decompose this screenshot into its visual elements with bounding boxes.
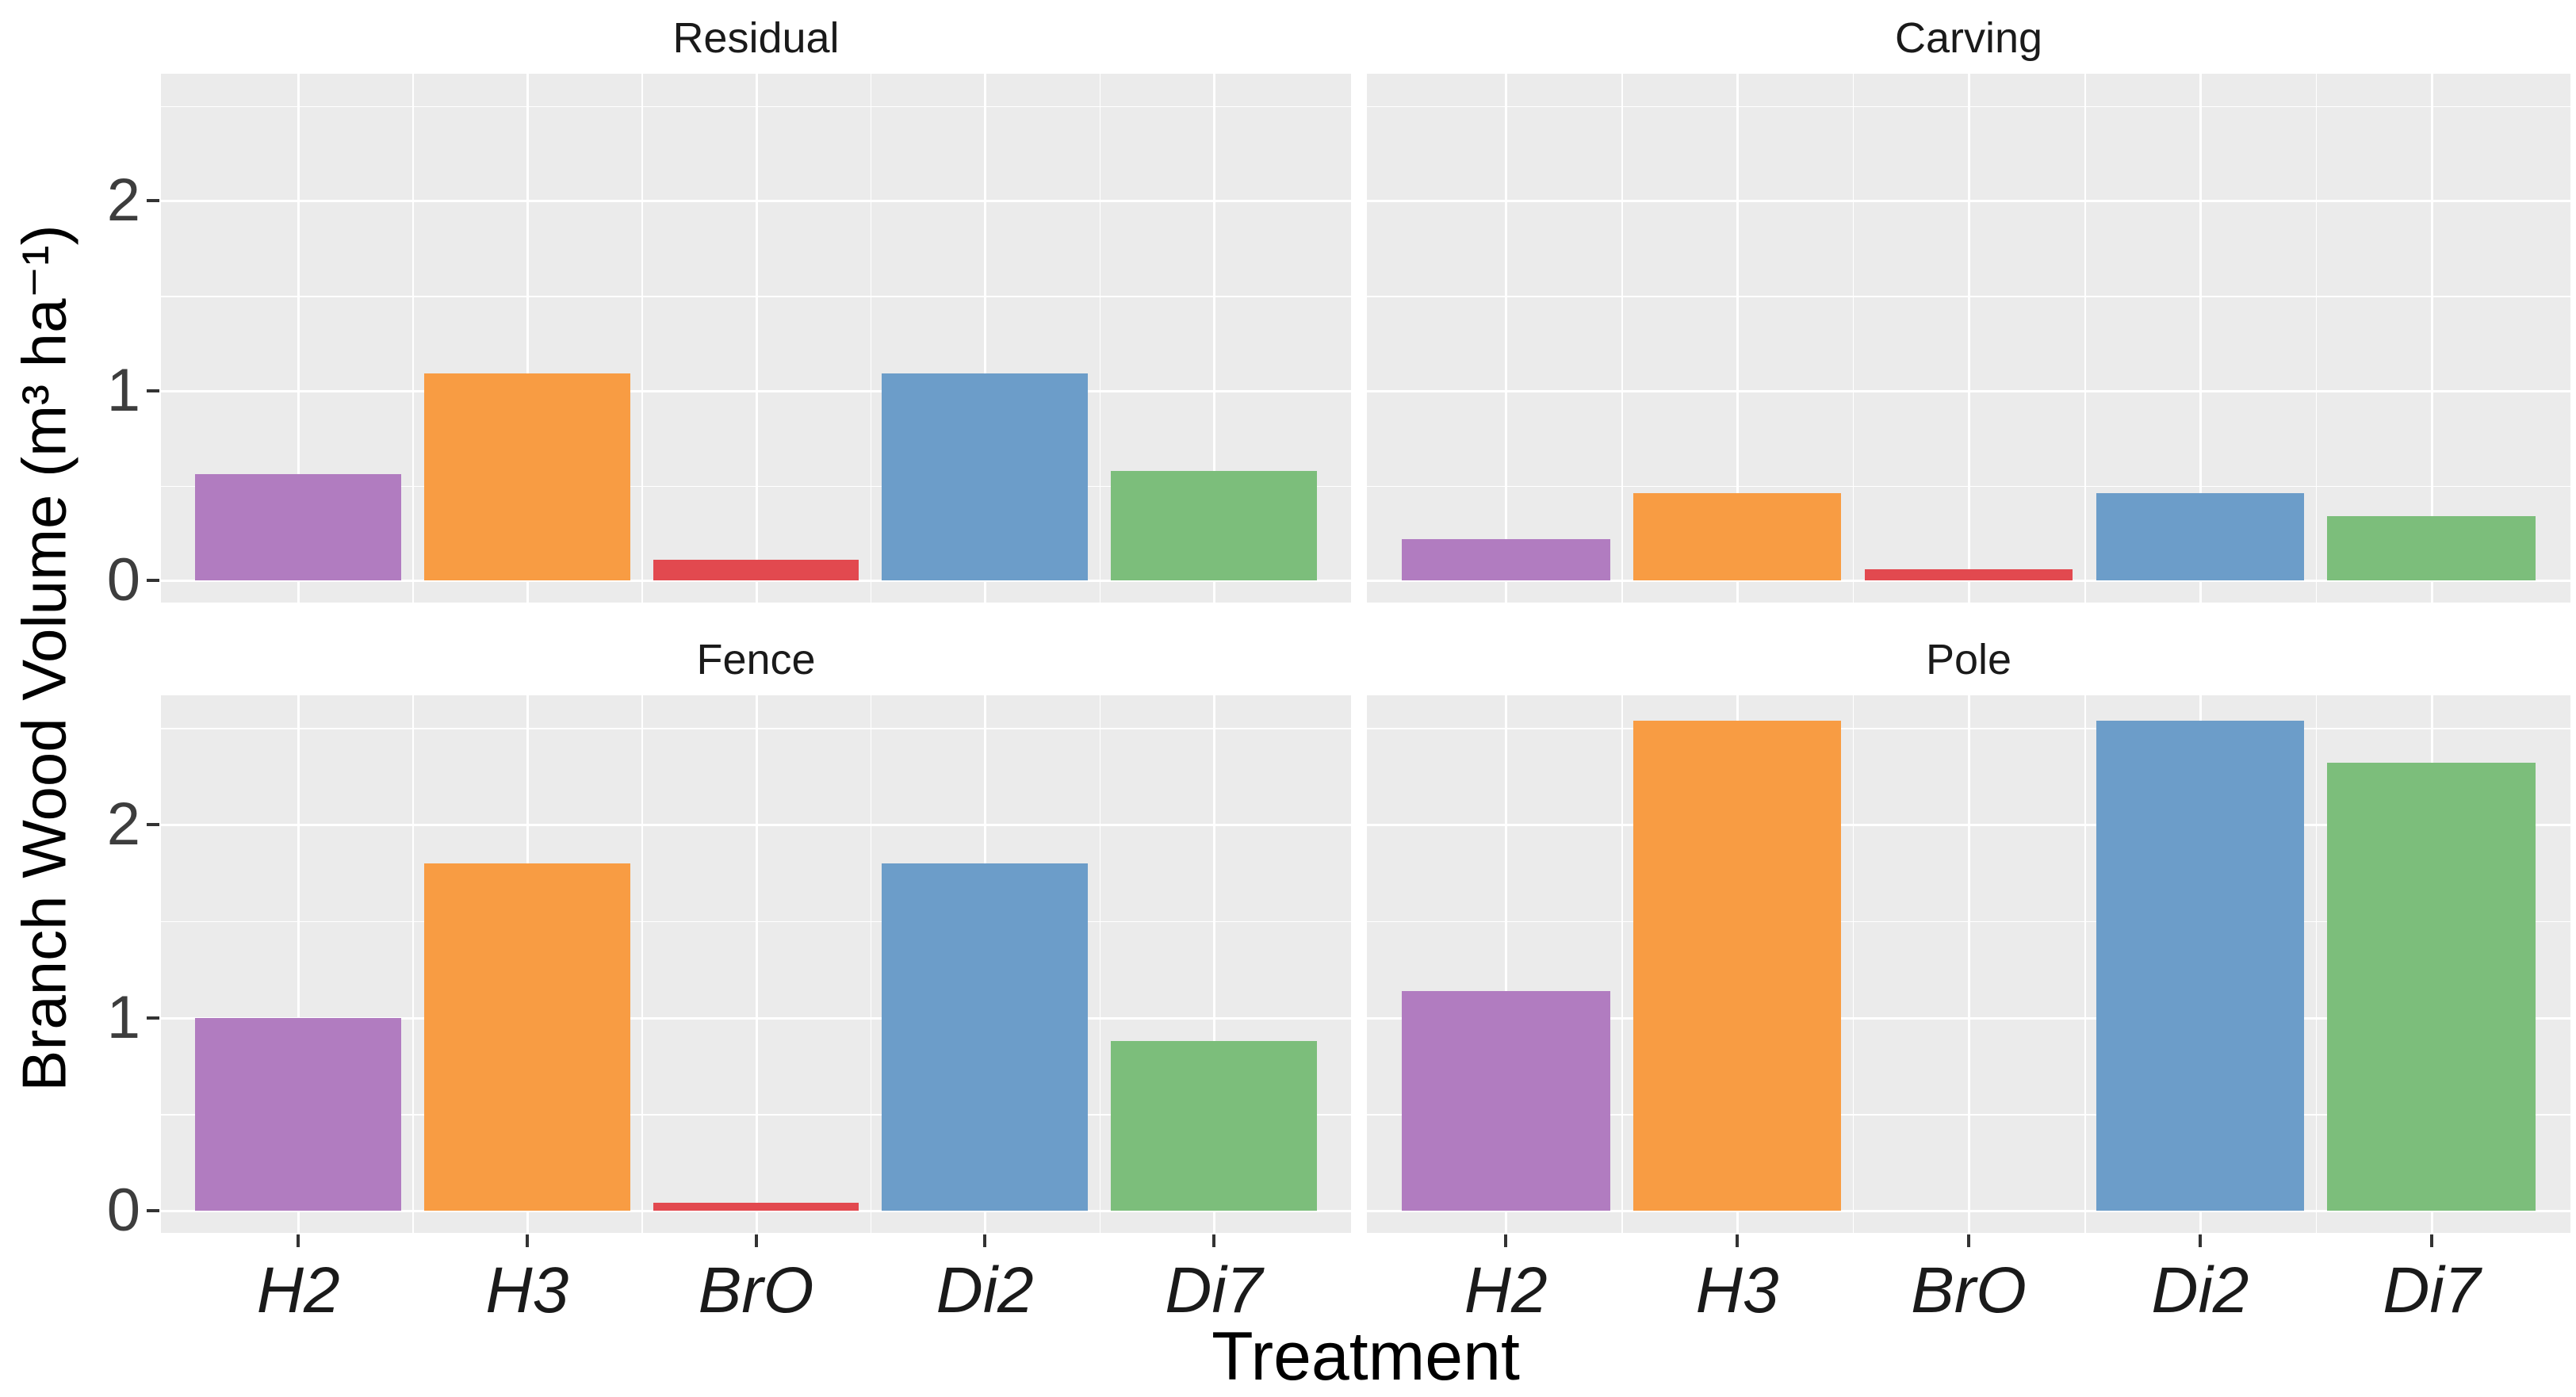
x-tick-label-bro: BrO: [1911, 1254, 2027, 1326]
bar-fence-di2: [882, 863, 1089, 1211]
x-tick-label-h3: H3: [485, 1254, 569, 1326]
gridline-major: [755, 74, 758, 603]
bar-pole-di2: [2096, 720, 2305, 1211]
gridline-minor: [870, 695, 872, 1233]
bar-pole-h3: [1632, 720, 1842, 1211]
bar-residual-h2: [195, 474, 402, 581]
bar-carving-h2: [1401, 538, 1610, 581]
x-tick-mark: [983, 1234, 987, 1247]
y-tick-mark: [147, 388, 159, 392]
facet-title-fence: Fence: [696, 636, 816, 683]
gridline-major: [297, 74, 300, 603]
gridline-minor: [1099, 695, 1101, 1233]
gridline-major: [1736, 74, 1740, 603]
x-tick-label-h2: H2: [1464, 1254, 1548, 1326]
x-tick-label-di2: Di2: [2151, 1254, 2249, 1326]
gridline-major: [755, 695, 758, 1233]
gridline-major: [1212, 74, 1215, 603]
y-axis-title: Branch Wood Volume (m³ ha⁻¹): [9, 224, 79, 1092]
bar-carving-di2: [2096, 493, 2305, 581]
bar-residual-di2: [882, 373, 1089, 581]
gridline-major: [297, 695, 300, 1233]
x-tick-label-h2: H2: [256, 1254, 340, 1326]
gridline-minor: [870, 74, 872, 603]
gridline-minor: [412, 695, 414, 1233]
gridline-major: [526, 74, 529, 603]
y-tick-mark: [147, 199, 159, 203]
facet-panel-carving: [1367, 74, 2570, 603]
x-tick-mark: [1211, 1234, 1215, 1247]
x-tick-label-bro: BrO: [698, 1254, 814, 1326]
bar-residual-h3: [423, 373, 630, 581]
y-tick-mark: [147, 579, 159, 583]
y-tick-mark: [147, 1016, 159, 1020]
x-tick-label-di2: Di2: [936, 1254, 1034, 1326]
facet-title-pole: Pole: [1925, 636, 2012, 683]
gridline-minor: [2084, 74, 2086, 603]
y-tick-label: 0: [106, 546, 140, 614]
gridline-minor: [2084, 695, 2086, 1233]
gridline-major: [1968, 695, 1970, 1233]
gridline-major: [1212, 695, 1215, 1233]
bar-pole-di7: [2327, 763, 2536, 1211]
bar-carving-h3: [1632, 493, 1842, 581]
bar-carving-bro: [1864, 569, 2073, 581]
gridline-minor: [641, 74, 643, 603]
bar-fence-h3: [423, 863, 630, 1211]
y-tick-mark: [147, 1209, 159, 1212]
bar-fence-h2: [195, 1017, 402, 1211]
x-tick-mark: [754, 1234, 758, 1247]
gridline-minor: [1852, 74, 1854, 603]
x-tick-label-h3: H3: [1695, 1254, 1779, 1326]
x-tick-mark: [1736, 1234, 1740, 1247]
gridline-major: [2199, 74, 2202, 603]
bar-residual-bro: [653, 560, 859, 581]
facet-panel-residual: [161, 74, 1351, 603]
x-axis-title: Treatment: [1211, 1319, 1520, 1395]
y-tick-label: 1: [106, 983, 140, 1051]
bar-fence-di7: [1110, 1040, 1317, 1211]
y-tick-label: 1: [106, 356, 140, 424]
gridline-minor: [2315, 695, 2318, 1233]
gridline-minor: [1621, 695, 1623, 1233]
gridline-minor: [641, 695, 643, 1233]
facet-panel-pole: [1367, 695, 2570, 1233]
gridline-major: [1968, 74, 1970, 603]
gridline-minor: [1099, 74, 1101, 603]
x-tick-label-di7: Di7: [2383, 1254, 2481, 1326]
facet-title-residual: Residual: [672, 14, 840, 62]
gridline-major: [1505, 695, 1508, 1233]
x-tick-mark: [1504, 1234, 1508, 1247]
bar-fence-bro: [653, 1203, 859, 1211]
gridline-minor: [1621, 74, 1623, 603]
y-tick-mark: [147, 823, 159, 827]
x-tick-mark: [2429, 1234, 2433, 1247]
facet-title-carving: Carving: [1894, 14, 2043, 62]
y-tick-label: 2: [106, 790, 140, 859]
facet-panel-fence: [161, 695, 1351, 1233]
x-tick-mark: [297, 1234, 300, 1247]
y-tick-label: 0: [106, 1177, 140, 1244]
gridline-major: [1505, 74, 1508, 603]
x-tick-mark: [2198, 1234, 2202, 1247]
gridline-minor: [1852, 695, 1854, 1233]
x-tick-mark: [1967, 1234, 1970, 1247]
bar-residual-di7: [1110, 470, 1317, 581]
gridline-minor: [2315, 74, 2318, 603]
y-tick-label: 2: [106, 166, 140, 235]
gridline-major: [984, 74, 987, 603]
bar-pole-h2: [1401, 990, 1610, 1211]
gridline-minor: [412, 74, 414, 603]
x-tick-mark: [525, 1234, 529, 1247]
x-tick-label-di7: Di7: [1165, 1254, 1263, 1326]
gridline-major: [2430, 74, 2433, 603]
bar-carving-di7: [2327, 516, 2536, 581]
